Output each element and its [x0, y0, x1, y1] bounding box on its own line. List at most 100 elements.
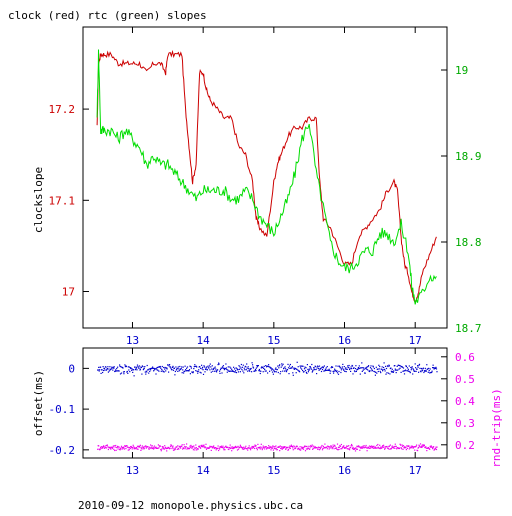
offset-point	[372, 365, 374, 367]
offset-point	[349, 368, 351, 370]
offset-point	[203, 366, 206, 368]
rnd-trip-point	[128, 449, 130, 451]
top-series-group	[96, 49, 437, 305]
offset-point	[318, 369, 320, 371]
rnd-trip-point	[201, 444, 203, 446]
rnd-trip-point	[381, 446, 383, 448]
rnd-trip-point	[295, 447, 297, 449]
offset-point	[201, 368, 203, 370]
rnd-trip-point	[271, 446, 273, 448]
offset-point	[256, 365, 258, 367]
rnd-trip-point	[111, 447, 113, 450]
offset-point	[368, 365, 370, 367]
rnd-trip-point	[281, 447, 283, 449]
rnd-trip-point	[336, 448, 338, 450]
rnd-trip-point	[406, 447, 408, 449]
offset-point	[219, 370, 221, 372]
offset-point	[372, 366, 374, 368]
rnd-trip-point	[382, 445, 384, 447]
rnd-trip-point	[265, 446, 267, 448]
offset-point	[406, 367, 408, 369]
rnd-trip-point	[191, 445, 193, 447]
offset-point	[385, 373, 387, 375]
offset-point	[181, 372, 183, 374]
offset-point	[362, 367, 364, 369]
offset-point	[106, 368, 108, 370]
offset-point	[337, 373, 340, 375]
rnd-trip-point	[184, 446, 186, 448]
rnd-trip-point	[389, 444, 391, 446]
offset-point	[399, 365, 401, 367]
rnd-trip-point	[423, 444, 425, 446]
rnd-trip-point	[174, 448, 176, 451]
rnd-trip-point	[237, 448, 240, 450]
rnd-trip-point	[102, 446, 104, 448]
rnd-trip-point	[262, 445, 264, 447]
rnd-trip-point	[227, 446, 229, 448]
rnd-trip-point	[213, 445, 215, 447]
rnd-trip-point	[208, 447, 210, 449]
offset-point	[334, 368, 336, 370]
rnd-trip-point	[353, 448, 356, 450]
rnd-trip-point	[328, 448, 330, 450]
offset-point	[265, 370, 267, 372]
offset-point	[345, 371, 347, 373]
offset-point	[277, 365, 279, 367]
rnd-trip-point	[367, 447, 369, 449]
offset-point	[296, 361, 298, 363]
offset-point	[138, 367, 140, 369]
rnd-trip-point	[282, 447, 284, 449]
rnd-trip-point	[330, 445, 332, 447]
rnd-trip-point	[302, 448, 304, 450]
rnd-trip-point	[326, 446, 328, 448]
offset-point	[436, 371, 438, 373]
offset-point	[353, 367, 355, 369]
rnd-trip-point	[105, 447, 108, 449]
offset-point	[409, 372, 411, 374]
offset-point	[128, 369, 130, 371]
offset-point	[352, 373, 354, 375]
rnd-trip-point	[331, 446, 333, 448]
offset-point	[144, 371, 146, 373]
offset-point	[398, 364, 400, 366]
offset-point	[299, 365, 301, 367]
offset-point	[292, 374, 294, 376]
rnd-trip-point	[293, 446, 295, 448]
offset-point	[262, 367, 264, 369]
rnd-trip-point	[260, 446, 262, 448]
rnd-trip-point	[274, 448, 276, 450]
offset-point	[423, 371, 425, 374]
rnd-trip-point	[179, 446, 181, 448]
offset-point	[103, 369, 105, 372]
rnd-trip-point	[275, 445, 277, 447]
offset-point	[360, 367, 362, 369]
rnd-trip-point	[413, 446, 415, 448]
rnd-trip-point	[391, 446, 393, 448]
rnd-trip-point	[147, 446, 149, 448]
offset-point	[434, 367, 437, 369]
rnd-trip-point	[292, 447, 294, 449]
rnd-trip-point	[400, 444, 402, 446]
left-tick-label: -0.1	[49, 403, 76, 416]
offset-point	[118, 370, 120, 372]
rnd-trip-point	[343, 446, 345, 449]
rnd-trip-point	[229, 447, 231, 449]
offset-point	[431, 371, 433, 373]
offset-point	[326, 369, 328, 371]
offset-point	[207, 365, 209, 367]
rnd-trip-point	[287, 448, 290, 451]
rnd-trip-point	[145, 447, 147, 449]
offset-point	[130, 367, 132, 369]
rnd-trip-point	[114, 449, 116, 452]
rnd-trip-point	[408, 445, 410, 447]
offset-point	[278, 365, 280, 367]
offset-point	[271, 371, 274, 373]
rnd-trip-point	[366, 447, 368, 449]
offset-point	[396, 369, 398, 371]
rnd-trip-point	[222, 447, 224, 449]
offset-point	[159, 366, 161, 368]
offset-point	[144, 366, 146, 368]
rnd-trip-point	[383, 444, 385, 446]
offset-point	[269, 366, 271, 368]
rnd-trip-point	[274, 446, 276, 448]
